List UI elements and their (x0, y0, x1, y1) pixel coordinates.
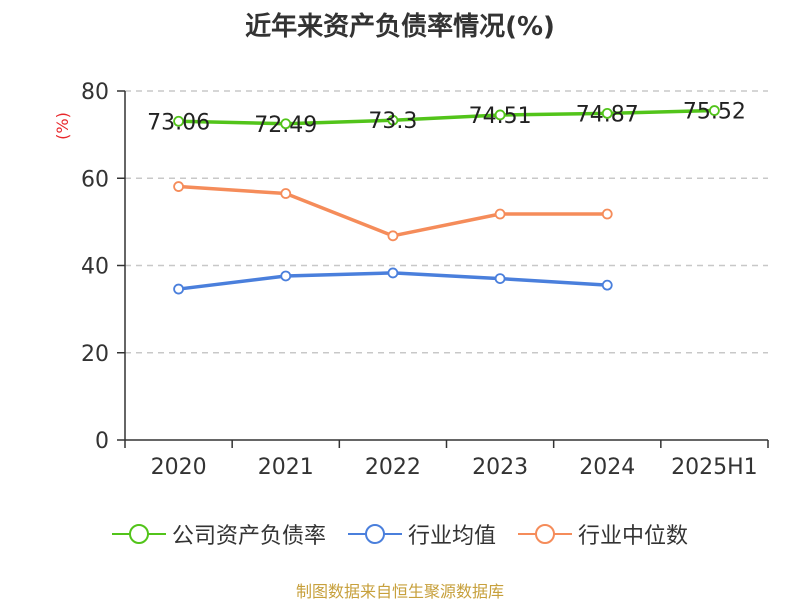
series-line (178, 108, 715, 126)
y-tick-label: 40 (81, 255, 109, 280)
x-tick-label: 2023 (472, 455, 528, 480)
data-point (387, 267, 399, 279)
y-axis-unit-label: (%) (53, 112, 72, 140)
legend-item-company[interactable]: 公司资产负债率 (111, 518, 326, 550)
legend-line-marker-icon (518, 524, 572, 544)
legend-label: 行业中位数 (578, 524, 689, 549)
y-tick-label: 0 (95, 429, 109, 454)
legend-label: 行业均值 (407, 524, 496, 549)
data-label: 73.3 (368, 109, 417, 134)
legend-item-industry-median[interactable]: 行业中位数 (518, 518, 688, 550)
data-point (387, 230, 399, 242)
x-tick-label: 2024 (579, 455, 635, 480)
data-source-note: 制图数据来自恒生聚源数据库 (295, 582, 504, 601)
data-point (601, 279, 613, 291)
data-point (494, 273, 506, 284)
y-tick-label: 60 (81, 167, 109, 192)
data-label: 73.06 (147, 110, 210, 135)
x-tick-label: 2020 (151, 455, 207, 480)
chart-title: 近年来资产负债率情况(%) (245, 12, 555, 42)
series-line (178, 184, 608, 238)
data-point (280, 270, 292, 282)
line-chart: 0 20 40 60 80 (%) 2020 2021 2022 2023 2024 2025H1 7… (53, 80, 769, 480)
data-point (601, 107, 613, 119)
data-point (601, 208, 613, 220)
data-point (709, 105, 720, 116)
data-point (387, 114, 399, 126)
legend: 公司资产负债率 行业均值 行业中位数 (0, 518, 800, 550)
legend-label: 公司资产负债率 (171, 524, 326, 549)
data-label: 74.87 (576, 102, 639, 127)
x-tick-label: 2022 (365, 455, 421, 480)
data-point (173, 283, 184, 295)
x-tick-label: 2025H1 (671, 455, 758, 480)
data-label: 72.49 (254, 113, 317, 138)
legend-line-marker-icon (347, 524, 402, 544)
data-point (494, 109, 506, 121)
x-tick-label: 2021 (258, 455, 314, 480)
y-tick-label: 20 (81, 342, 109, 367)
legend-item-industry-mean[interactable]: 行业均值 (347, 518, 496, 550)
legend-line-marker-icon (111, 524, 166, 544)
y-tick-label: 80 (81, 80, 109, 105)
data-point (173, 115, 184, 127)
data-point (280, 118, 292, 130)
data-label: 75.52 (683, 100, 746, 125)
data-point (494, 208, 506, 220)
data-label: 74.51 (469, 104, 532, 129)
data-point (173, 181, 184, 192)
data-point (280, 188, 292, 199)
